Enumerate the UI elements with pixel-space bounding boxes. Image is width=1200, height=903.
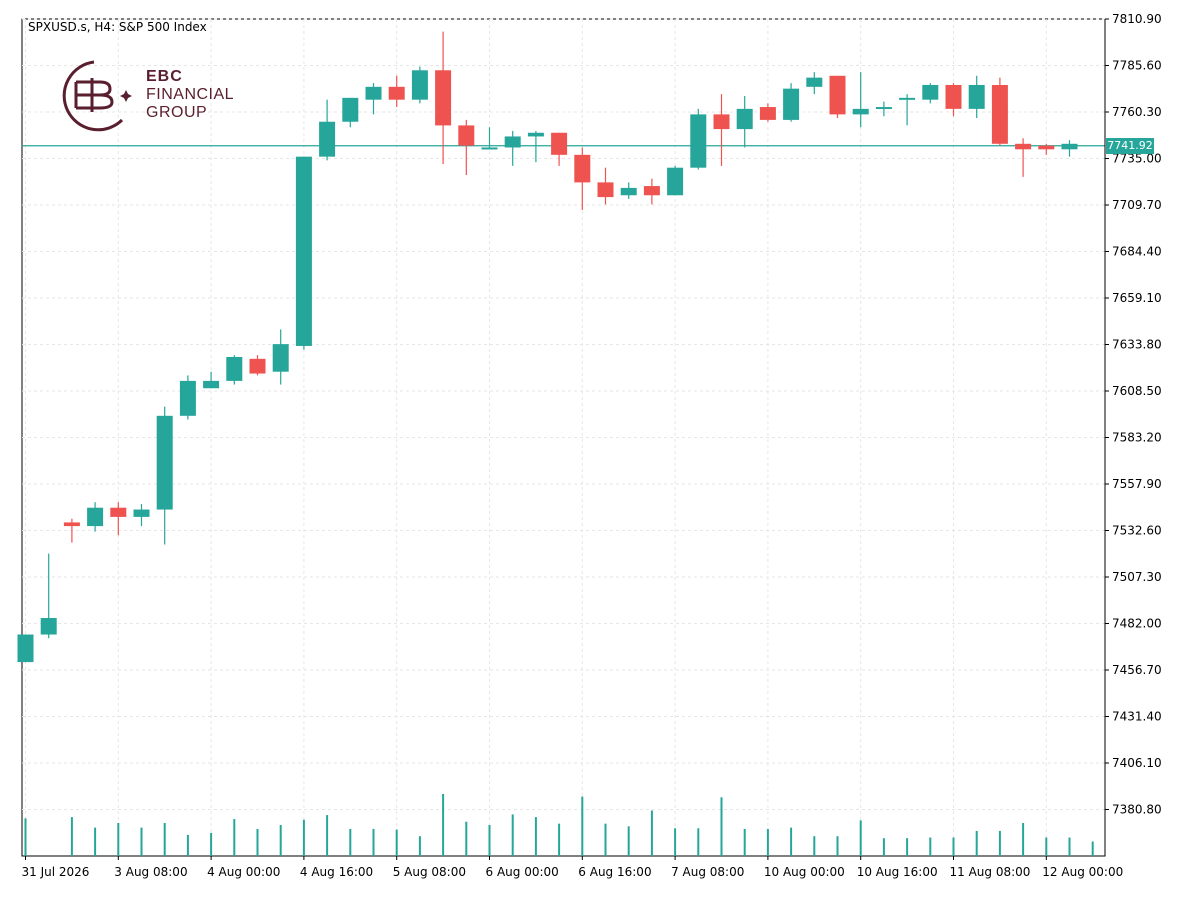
price-axis-label: 7456.70 xyxy=(1112,663,1162,677)
candle-body xyxy=(667,167,684,196)
price-axis-label: 7507.30 xyxy=(1112,570,1162,584)
candle-body xyxy=(852,108,869,115)
time-axis-label: 31 Jul 2026 xyxy=(22,865,90,879)
price-axis-label: 7684.40 xyxy=(1112,245,1162,259)
candle-body xyxy=(620,187,637,196)
ebc-logo-mark-icon xyxy=(62,60,132,132)
time-axis-label: 4 Aug 16:00 xyxy=(300,865,373,879)
price-axis-label: 7810.90 xyxy=(1112,12,1162,26)
candle-body xyxy=(411,70,428,100)
candle-body xyxy=(203,380,220,389)
price-axis-label: 7659.10 xyxy=(1112,291,1162,305)
logo-line-financial: FINANCIAL xyxy=(146,86,235,103)
price-axis-label: 7431.40 xyxy=(1112,710,1162,724)
candle-body xyxy=(226,356,243,381)
ebc-logo: EBC FINANCIAL GROUP xyxy=(52,56,252,136)
time-axis-label: 12 Aug 00:00 xyxy=(1042,865,1123,879)
current-price-tag: 7741.92 xyxy=(1106,138,1154,154)
candle-body xyxy=(504,136,521,148)
price-axis-label: 7406.10 xyxy=(1112,756,1162,770)
time-axis-label: 3 Aug 08:00 xyxy=(114,865,187,879)
price-axis-label: 7785.60 xyxy=(1112,59,1162,73)
candle-body xyxy=(365,86,382,100)
candle-body xyxy=(133,509,150,517)
candle-body xyxy=(690,114,707,168)
candle-body xyxy=(1038,145,1055,150)
time-axis-label: 5 Aug 08:00 xyxy=(393,865,466,879)
logo-line-group: GROUP xyxy=(146,104,208,121)
candle-body xyxy=(736,108,753,130)
time-axis-label: 11 Aug 08:00 xyxy=(950,865,1031,879)
candle-body xyxy=(481,147,498,150)
candle-body xyxy=(40,617,57,635)
candle-body xyxy=(435,70,452,126)
candle-body xyxy=(388,86,405,100)
candle-body xyxy=(87,507,104,527)
time-axis-label: 10 Aug 16:00 xyxy=(857,865,938,879)
candle-body xyxy=(922,84,939,100)
time-axis-label: 7 Aug 08:00 xyxy=(671,865,744,879)
price-axis-label: 7760.30 xyxy=(1112,105,1162,119)
candle-body xyxy=(1015,143,1032,150)
price-axis-label: 7557.90 xyxy=(1112,477,1162,491)
candle-body xyxy=(319,121,336,157)
candle-body xyxy=(295,156,312,346)
price-axis-label: 7709.70 xyxy=(1112,198,1162,212)
candle-body xyxy=(249,358,266,374)
chart-title: SPXUSD.s, H4: S&P 500 Index xyxy=(28,20,207,34)
price-axis-label: 7633.80 xyxy=(1112,338,1162,352)
time-axis-label: 6 Aug 00:00 xyxy=(486,865,559,879)
candle-body xyxy=(1061,143,1078,150)
price-axis-label: 7380.80 xyxy=(1112,803,1162,817)
candle-body xyxy=(945,84,962,109)
candle-body xyxy=(63,522,80,527)
candle-body xyxy=(551,132,568,155)
time-axis-label: 4 Aug 00:00 xyxy=(207,865,280,879)
price-axis-label: 7532.60 xyxy=(1112,524,1162,538)
price-axis-label: 7608.50 xyxy=(1112,384,1162,398)
candle-body xyxy=(458,125,475,146)
candle-body xyxy=(991,84,1008,144)
candle-body xyxy=(713,114,730,130)
candle-body xyxy=(574,154,591,183)
price-axis-label: 7583.20 xyxy=(1112,431,1162,445)
candle-body xyxy=(829,75,846,115)
time-axis-label: 10 Aug 00:00 xyxy=(764,865,845,879)
price-axis-label: 7735.00 xyxy=(1112,152,1162,166)
candle-body xyxy=(643,186,660,196)
candle-body xyxy=(899,97,916,100)
candle-body xyxy=(17,634,34,663)
price-axis-label: 7482.00 xyxy=(1112,617,1162,631)
candle-body xyxy=(875,107,892,110)
candle-body xyxy=(806,77,823,87)
candle-body xyxy=(759,107,776,120)
candle-body xyxy=(342,97,359,122)
candle-body xyxy=(597,182,614,198)
candle-body xyxy=(783,88,800,120)
candle-body xyxy=(179,380,196,416)
logo-line-ebc: EBC xyxy=(146,68,183,85)
candle-body xyxy=(110,507,127,517)
logo-text: EBC FINANCIAL GROUP xyxy=(146,68,234,122)
time-axis-label: 6 Aug 16:00 xyxy=(578,865,651,879)
candle-body xyxy=(968,84,985,109)
candle-body xyxy=(527,132,544,137)
candle-body xyxy=(156,415,173,510)
candle-body xyxy=(272,344,289,372)
